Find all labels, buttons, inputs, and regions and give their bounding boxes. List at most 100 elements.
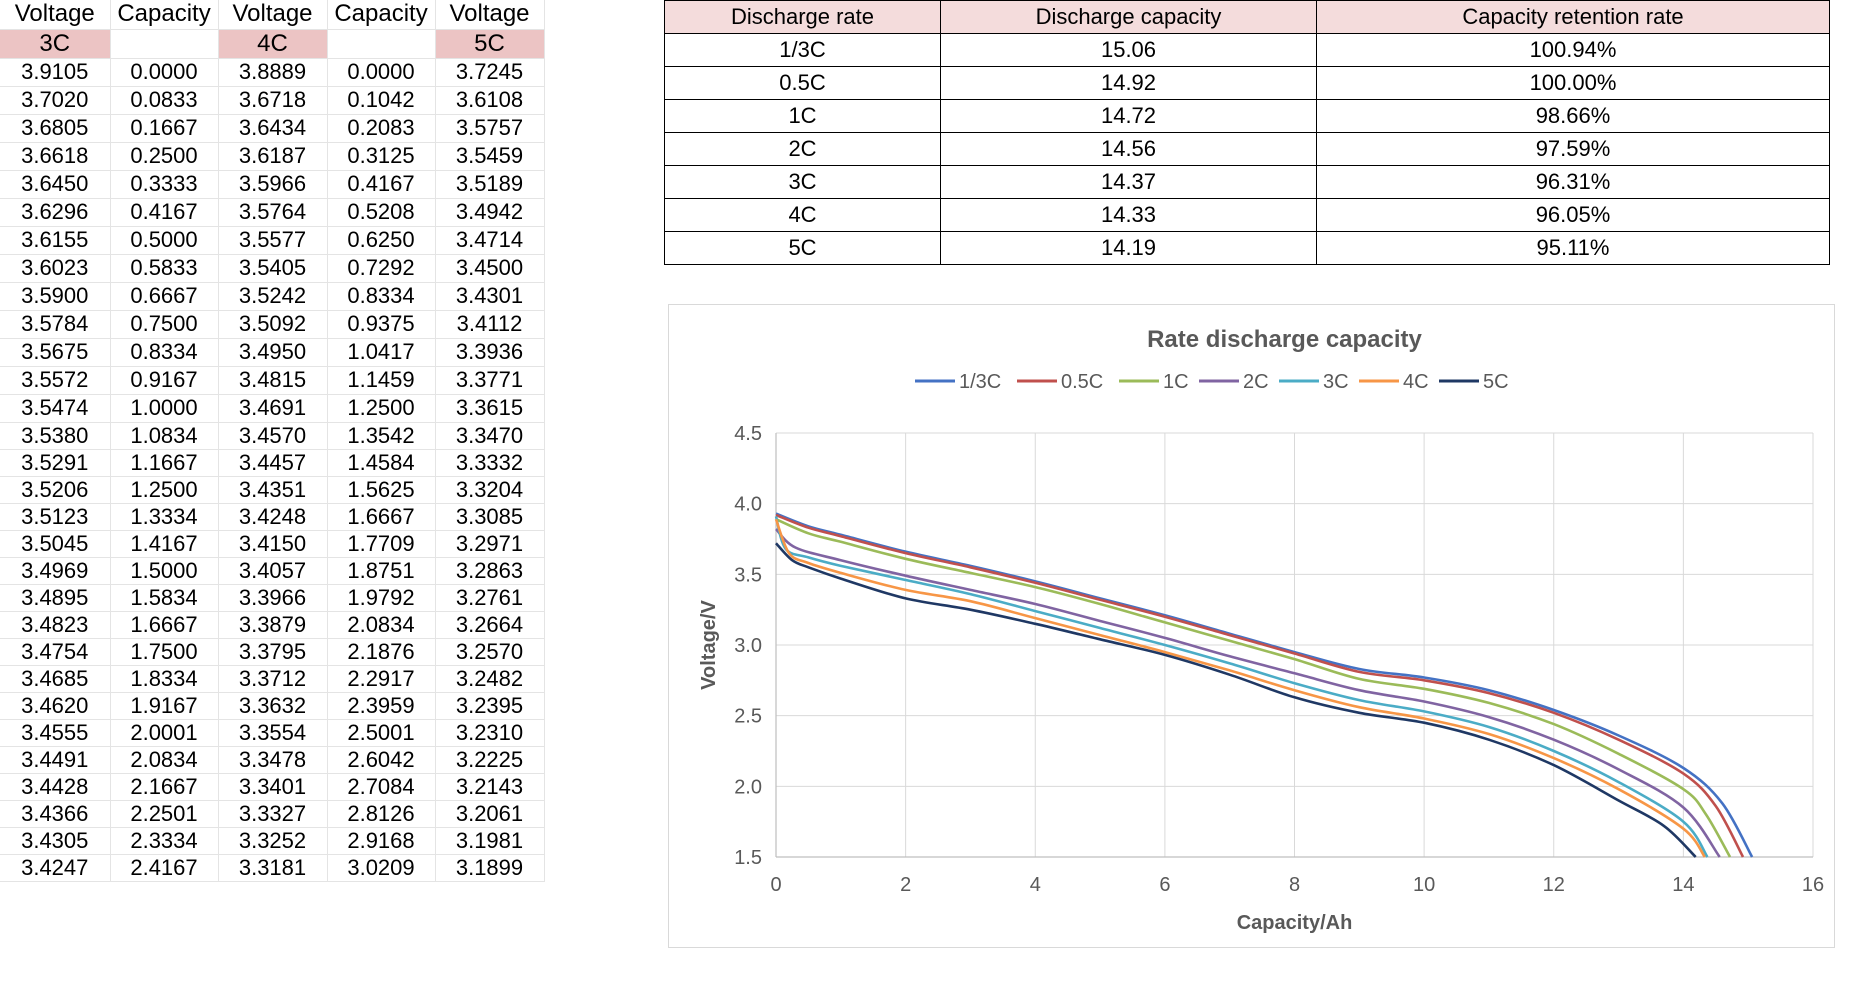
series-line-1-3c	[775, 512, 1754, 858]
sheet-cell: 3.8889	[218, 58, 328, 87]
sheet-data-row: 3.4823 1.6667 3.3879 2.0834 3.2664	[0, 611, 545, 639]
sheet-cell: 0.3333	[110, 170, 219, 199]
sheet-cell: 1.5000	[110, 557, 219, 585]
sheet-cell: 3.3332	[435, 449, 545, 477]
sheet-data-row: 3.6155 0.5000 3.5577 0.6250 3.4714	[0, 226, 545, 255]
sheet-cell: 0.5208	[327, 198, 436, 227]
series-line-4c	[774, 518, 1706, 858]
y-tick-label: 2.0	[734, 776, 762, 798]
sheet-cell: 2.0834	[110, 746, 219, 774]
sheet-cell: 3.4500	[435, 254, 545, 283]
sheet-cell: 3.1899	[435, 854, 545, 882]
sheet-cell: 2.0001	[110, 719, 219, 747]
sheet-cell: 3.4457	[218, 449, 328, 477]
sheet-data-row: 3.5900 0.6667 3.5242 0.8334 3.4301	[0, 282, 545, 311]
sheet-cell: 3.4491	[0, 746, 111, 774]
x-tick-label: 16	[1802, 874, 1824, 896]
sheet-cell: 3.4057	[218, 557, 328, 585]
sheet-cell: 3.4691	[218, 394, 328, 423]
sheet-data-row: 3.4305 2.3334 3.3252 2.9168 3.1981	[0, 827, 545, 855]
legend-label: 5C	[1483, 371, 1509, 393]
sheet-cell: 3.3554	[218, 719, 328, 747]
sheet-cell: 3.4685	[0, 665, 111, 693]
sheet-cell: 0.0833	[110, 86, 219, 115]
sheet-header-cell: Capacity	[327, 0, 436, 30]
sheet-cell: 1.9167	[110, 692, 219, 720]
sheet-cell: 1.8751	[327, 557, 436, 585]
sheet-cell: 3.7020	[0, 86, 111, 115]
sheet-cell: 3.5291	[0, 449, 111, 477]
sheet-data-row: 3.4895 1.5834 3.3966 1.9792 3.2761	[0, 584, 545, 612]
sheet-cell: 1.0417	[327, 338, 436, 367]
rate-discharge-chart: 0 2 4 6 8 10 12 14 16 1.5 2.0 2.5 3.0 3.5 4.0 4.5 Rate d…	[668, 304, 1835, 948]
sheet-data-row: 3.4754 1.7500 3.3795 2.1876 3.2570	[0, 638, 545, 666]
sheet-header-cell: Voltage	[218, 0, 328, 30]
sheet-cell: 1.6667	[110, 611, 219, 639]
sheet-cell: 0.2500	[110, 142, 219, 171]
sheet-cell: 0.9375	[327, 310, 436, 339]
sheet-data-row: 3.4491 2.0834 3.3478 2.6042 3.2225	[0, 746, 545, 774]
sheet-header-cell: Voltage	[435, 0, 545, 30]
rate-row: 2C 14.56 97.59%	[664, 132, 1830, 166]
sheet-cell: 3.3252	[218, 827, 328, 855]
sheet-cell: 3.4555	[0, 719, 111, 747]
sheet-cell: 3.6718	[218, 86, 328, 115]
sheet-cell: 3.3712	[218, 665, 328, 693]
sheet-cell: 2.6042	[327, 746, 436, 774]
series-line-3c	[774, 516, 1709, 858]
sheet-header-row: Voltage Capacity Voltage Capacity Voltage	[0, 0, 545, 30]
sheet-cell: 1.2500	[110, 476, 219, 504]
sheet-cell: 1.7500	[110, 638, 219, 666]
sheet-data-row: 3.4247 2.4167 3.3181 3.0209 3.1899	[0, 854, 545, 882]
x-tick-label: 8	[1289, 874, 1300, 896]
y-tick-label: 3.5	[734, 564, 762, 586]
sheet-cell: 1.1667	[110, 449, 219, 477]
sheet-cell: 3.0209	[327, 854, 436, 882]
sheet-cell: 3.2863	[435, 557, 545, 585]
series-line-1c	[775, 518, 1732, 858]
rate-cell: 14.72	[940, 99, 1317, 133]
rate-row: 1/3C 15.06 100.94%	[664, 33, 1830, 67]
sheet-cell: 1.4584	[327, 449, 436, 477]
sheet-cell: 3.5784	[0, 310, 111, 339]
y-tick-label: 3.0	[734, 635, 762, 657]
rate-row: 1C 14.72 98.66%	[664, 99, 1830, 133]
sheet-cell: 3.5757	[435, 114, 545, 143]
sheet-cell: 0.6667	[110, 282, 219, 311]
x-tick-label: 2	[900, 874, 911, 896]
sheet-cell: 0.5000	[110, 226, 219, 255]
sheet-cell: 3.2971	[435, 530, 545, 558]
legend-label: 0.5C	[1061, 371, 1103, 393]
rate-header-cell: Discharge capacity	[940, 0, 1317, 34]
sheet-cell: 3.6108	[435, 86, 545, 115]
sheet-cell: 0.8334	[327, 282, 436, 311]
sheet-data-row: 3.6450 0.3333 3.5966 0.4167 3.5189	[0, 170, 545, 199]
sheet-cell: 1.7709	[327, 530, 436, 558]
sheet-data-row: 3.4555 2.0001 3.3554 2.5001 3.2310	[0, 719, 545, 747]
rate-summary-table: Discharge rate Discharge capacity Capacity…	[664, 0, 1830, 265]
sheet-cell: 2.8126	[327, 800, 436, 828]
rate-header-row: Discharge rate Discharge capacity Capacity…	[664, 0, 1830, 34]
sheet-cell: 3.2570	[435, 638, 545, 666]
sheet-cell: 3.7245	[435, 58, 545, 87]
sheet-data-row: 3.4969 1.5000 3.4057 1.8751 3.2863	[0, 557, 545, 585]
sheet-cell: 3.3204	[435, 476, 545, 504]
rate-cell: 14.92	[940, 66, 1317, 100]
sheet-cell: 3.4942	[435, 198, 545, 227]
rate-cell: 14.37	[940, 165, 1317, 199]
sheet-cell: 0.9167	[110, 366, 219, 395]
sheet-cell: 3.6434	[218, 114, 328, 143]
sheet-cell: 3.3879	[218, 611, 328, 639]
sheet-cell: 2.3959	[327, 692, 436, 720]
sheet-cell: 3.5189	[435, 170, 545, 199]
rate-row: 3C 14.37 96.31%	[664, 165, 1830, 199]
y-axis-label: Voltage/V	[698, 600, 720, 690]
sheet-cell: 1.0000	[110, 394, 219, 423]
sheet-cell: 3.4366	[0, 800, 111, 828]
sheet-data-row: 3.6296 0.4167 3.5764 0.5208 3.4942	[0, 198, 545, 227]
sheet-cell: 3.4620	[0, 692, 111, 720]
rate-cell: 3C	[664, 165, 941, 199]
sheet-data-row: 3.5123 1.3334 3.4248 1.6667 3.3085	[0, 503, 545, 531]
sheet-data-row: 3.5675 0.8334 3.4950 1.0417 3.3936	[0, 338, 545, 367]
legend-label: 4C	[1403, 371, 1429, 393]
